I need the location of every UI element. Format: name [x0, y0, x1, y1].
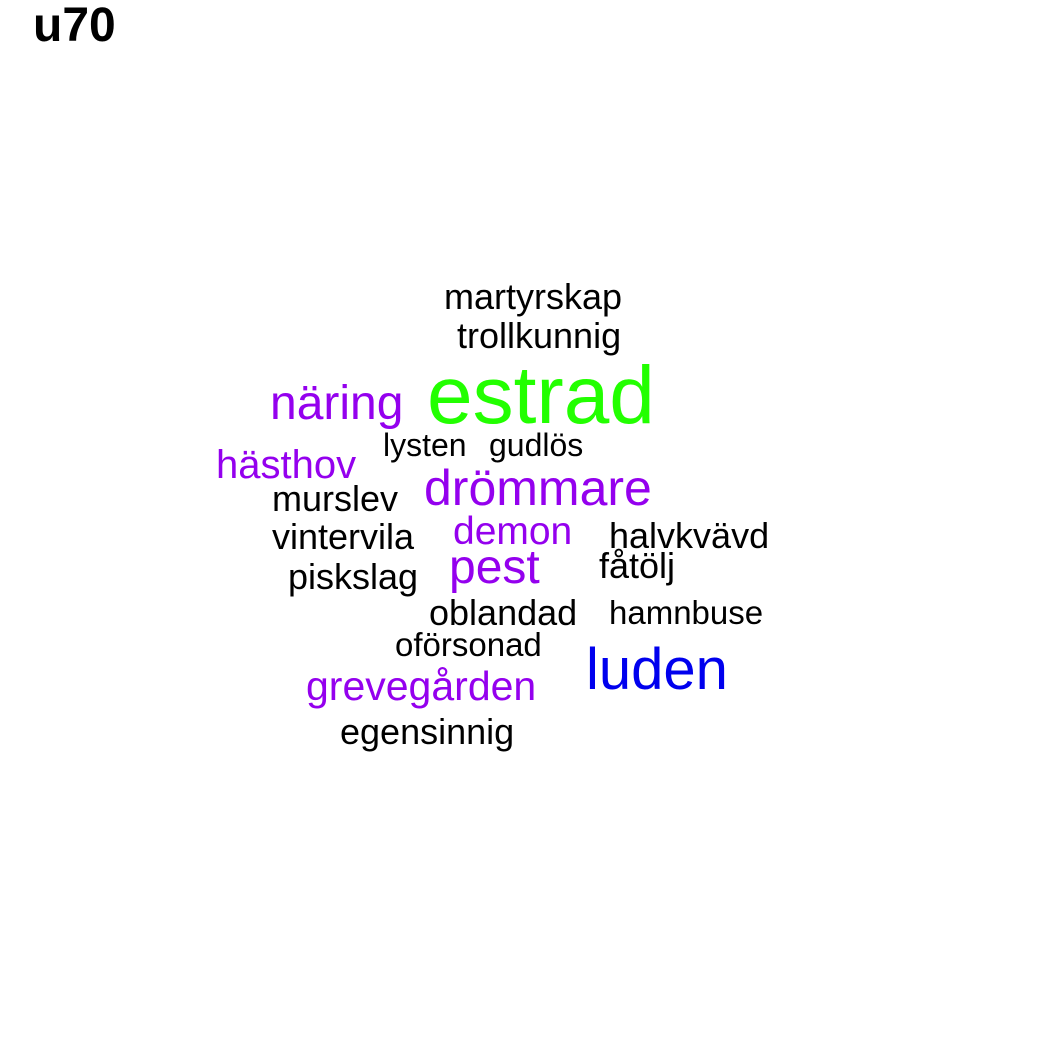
cloud-word: gudlös: [489, 427, 583, 463]
cloud-word: luden: [586, 637, 728, 702]
cloud-word: murslev: [272, 478, 398, 519]
cloud-word: hamnbuse: [609, 594, 763, 631]
cloud-word: trollkunnig: [457, 315, 621, 356]
cloud-word: fåtölj: [599, 545, 675, 586]
cloud-word: halvkvävd: [609, 515, 769, 556]
cloud-word: piskslag: [288, 556, 418, 597]
cloud-word: grevegården: [306, 663, 536, 709]
cloud-word: hästhov: [216, 443, 356, 487]
cloud-word: vintervila: [272, 516, 415, 557]
chart-title: u70: [33, 0, 116, 52]
cloud-word: pest: [449, 541, 540, 594]
cloud-word: egensinnig: [340, 711, 514, 752]
cloud-word: demon: [453, 510, 572, 553]
cloud-word: estrad: [427, 350, 655, 441]
cloud-word: oförsonad: [395, 626, 542, 663]
cloud-word: martyrskap: [444, 276, 622, 317]
cloud-word: drömmare: [424, 460, 652, 516]
cloud-word: oblandad: [429, 592, 577, 633]
cloud-word: lysten: [383, 427, 467, 463]
cloud-word: näring: [270, 377, 403, 430]
